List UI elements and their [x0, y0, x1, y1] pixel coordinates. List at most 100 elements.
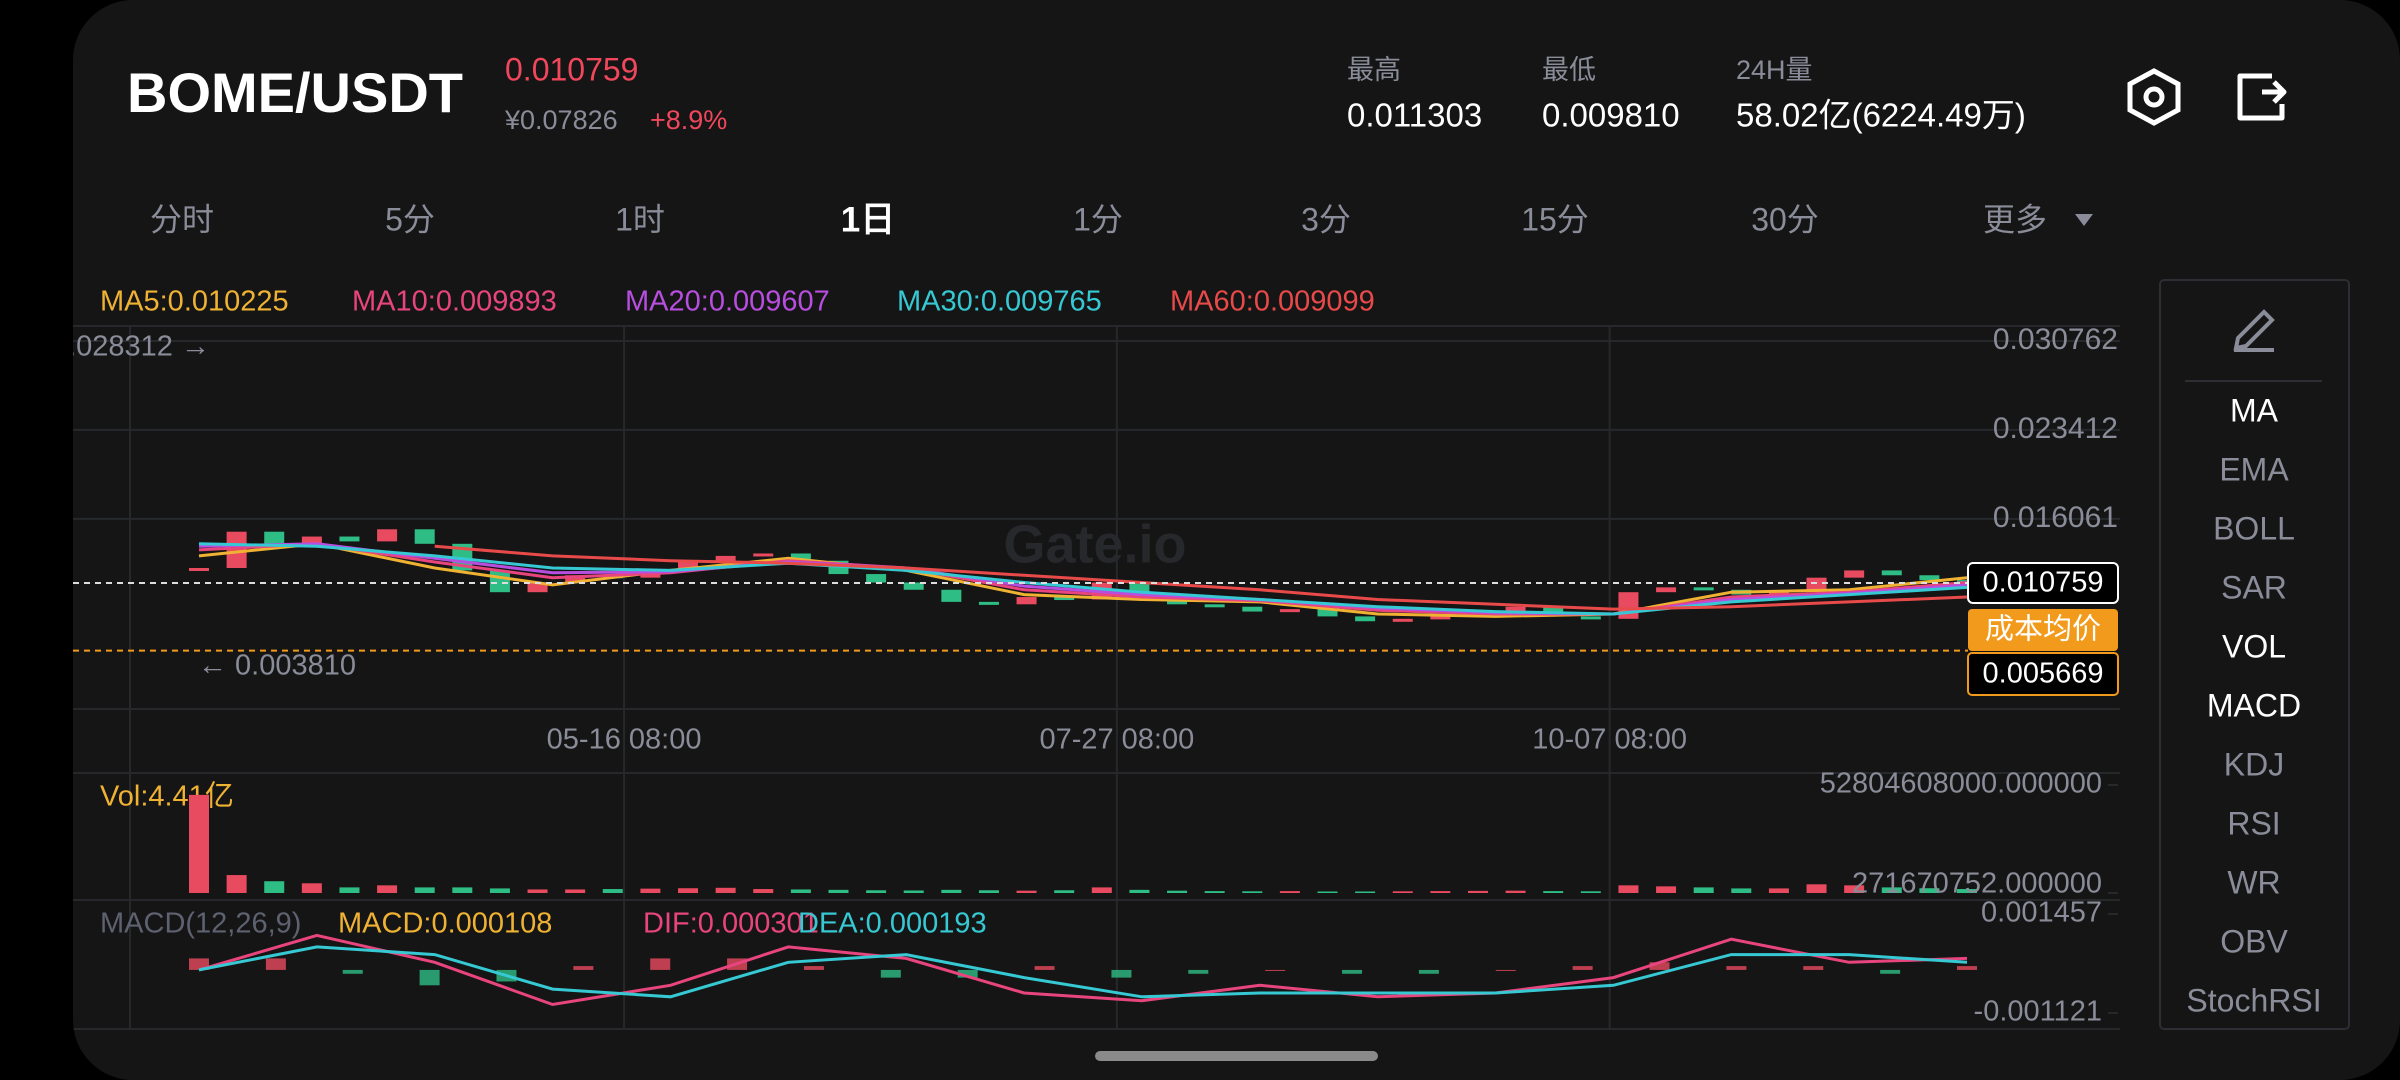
- volume-bar: [1768, 888, 1789, 893]
- volume-bar: [1167, 890, 1188, 893]
- candle: [1054, 597, 1075, 601]
- volume-bar: [1580, 891, 1601, 893]
- stat-label: 最高: [1347, 55, 1401, 85]
- tab[interactable]: 5分: [385, 201, 435, 237]
- indicator[interactable]: WR: [2227, 864, 2280, 900]
- candle: [189, 568, 209, 572]
- legend-entry: DIF:0.000301: [643, 908, 819, 940]
- candle: [414, 529, 435, 544]
- hexagon: [2127, 68, 2181, 126]
- candle: [1430, 616, 1451, 620]
- last-price-box: [1967, 562, 2119, 605]
- indicator[interactable]: BOLL: [2213, 510, 2295, 546]
- settings-icon[interactable]: [2127, 68, 2181, 126]
- draw-icon[interactable]: [2233, 309, 2275, 352]
- volume-bar: [1016, 890, 1037, 893]
- volume-bar: [678, 888, 699, 893]
- legend-entry: DEA:0.000193: [798, 908, 987, 940]
- indicator[interactable]: OBV: [2220, 923, 2288, 959]
- price: 0.010759: [505, 51, 638, 87]
- volume-bar: [1355, 891, 1376, 893]
- more-arrow[interactable]: [2075, 214, 2093, 226]
- candle: [565, 575, 586, 583]
- indicator[interactable]: MA: [2230, 392, 2279, 428]
- indicator[interactable]: StochRSI: [2186, 982, 2321, 1018]
- candle: [1806, 577, 1827, 593]
- candle: [1204, 604, 1225, 608]
- indicator[interactable]: KDJ: [2224, 746, 2284, 782]
- watermark: Gate.io: [1003, 514, 1186, 574]
- volume-bar: [640, 888, 661, 893]
- volume-bar: [1467, 890, 1488, 893]
- tab[interactable]: 3分: [1301, 201, 1351, 237]
- volume-bar: [1505, 890, 1526, 893]
- candle: [1505, 606, 1526, 614]
- tab[interactable]: 分时: [150, 201, 214, 237]
- macd-bar: [1265, 969, 1286, 971]
- candle: [715, 555, 736, 562]
- candle: [941, 589, 962, 602]
- y-tick-label: 0.001457: [1981, 897, 2102, 929]
- candle: [1693, 587, 1714, 591]
- candle: [1844, 570, 1865, 578]
- candle: [753, 553, 774, 557]
- macd-bar: [1726, 966, 1747, 970]
- volume-bar: [828, 889, 849, 893]
- macd-bar: [1572, 966, 1593, 970]
- tab[interactable]: 更多: [1983, 201, 2047, 237]
- candle: [377, 529, 398, 542]
- indicator[interactable]: VOL: [2222, 628, 2286, 664]
- stat-label: 24H量: [1736, 55, 1813, 85]
- macd-bar: [1418, 969, 1439, 974]
- macd-bar: [419, 969, 440, 986]
- legend-entry: MA10:0.009893: [352, 286, 557, 318]
- tab[interactable]: 15分: [1521, 201, 1589, 237]
- macd-bar: [1111, 969, 1132, 978]
- share-icon[interactable]: [2237, 73, 2287, 121]
- panel: [73, 0, 2400, 1080]
- macd-title: MACD(12,26,9): [100, 908, 301, 940]
- y-tick-label: 0.030762: [1993, 323, 2118, 356]
- macd-bar: [1495, 969, 1516, 971]
- volume-bar: [1129, 889, 1150, 893]
- indicator[interactable]: SAR: [2221, 569, 2287, 605]
- volume-bar: [1091, 887, 1112, 893]
- volume-bar: [753, 889, 774, 893]
- home-indicator: [1095, 1051, 1378, 1061]
- tab[interactable]: 1日: [841, 200, 895, 239]
- macd-bar: [957, 969, 978, 978]
- candle: [339, 536, 360, 542]
- candle: [1317, 609, 1338, 617]
- indicator[interactable]: RSI: [2227, 805, 2280, 841]
- volume-bar: [602, 889, 623, 893]
- volume-bar: [1731, 888, 1752, 893]
- volume-bar: [565, 889, 586, 893]
- x-tick-label: 10-07 08:00: [1532, 724, 1687, 756]
- volume-bar: [1881, 887, 1902, 893]
- volume-bar: [941, 889, 962, 893]
- macd-bar: [1803, 966, 1824, 970]
- stat-value: 0.011303: [1347, 97, 1482, 134]
- indicator[interactable]: EMA: [2219, 451, 2289, 487]
- indicator[interactable]: MACD: [2207, 687, 2301, 723]
- cny-price: ¥0.07826: [504, 105, 618, 135]
- arrow: [2262, 80, 2287, 104]
- volume-bar: [978, 890, 999, 893]
- candle: [264, 531, 285, 547]
- volume-bar: [1054, 890, 1075, 893]
- macd-bar: [880, 969, 901, 978]
- candle: [1881, 570, 1902, 576]
- candle: [1618, 592, 1639, 619]
- volume-title: Vol:4.41亿: [100, 780, 234, 813]
- macd-bar: [803, 966, 824, 970]
- tab[interactable]: 30分: [1751, 201, 1819, 237]
- tab[interactable]: 1分: [1073, 201, 1123, 237]
- candle: [1656, 587, 1677, 593]
- volume-bar: [1317, 891, 1338, 893]
- volume-bar: [489, 888, 510, 893]
- tab[interactable]: 1时: [615, 201, 665, 237]
- y-tick-label: 52804608000.000000: [1820, 768, 2102, 800]
- volume-bar: [452, 887, 473, 893]
- candle: [678, 561, 699, 571]
- volume-bar: [903, 890, 924, 893]
